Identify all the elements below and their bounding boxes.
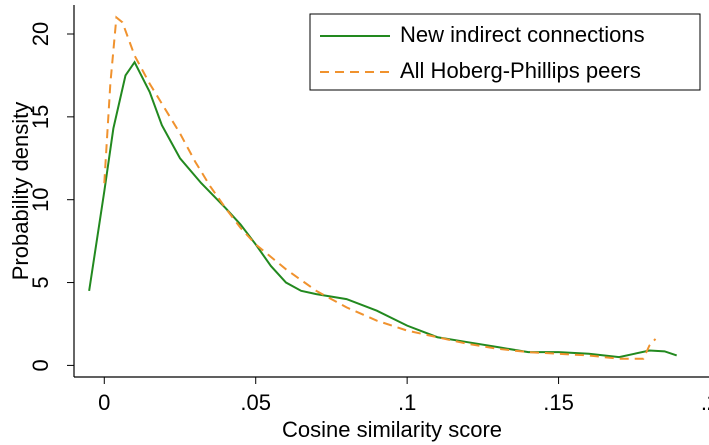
x-axis-label: Cosine similarity score (282, 417, 502, 442)
y-tick-label: 20 (28, 22, 53, 46)
series-line (88, 60, 678, 359)
legend-label: All Hoberg-Phillips peers (400, 58, 641, 83)
x-tick-label: .05 (240, 390, 271, 415)
x-tick-label: 0 (98, 390, 110, 415)
y-tick-label: 0 (28, 359, 53, 371)
legend-label: New indirect connections (400, 22, 645, 47)
series-line (103, 15, 657, 360)
x-tick-label: .1 (398, 390, 416, 415)
y-tick-label: 15 (28, 105, 53, 129)
y-tick-label: 5 (28, 276, 53, 288)
x-tick-label: .2 (701, 390, 709, 415)
x-tick-label: .15 (543, 390, 574, 415)
y-tick-label: 10 (28, 187, 53, 211)
y-axis-label: Probability density (8, 102, 33, 281)
legend-box (309, 13, 701, 91)
